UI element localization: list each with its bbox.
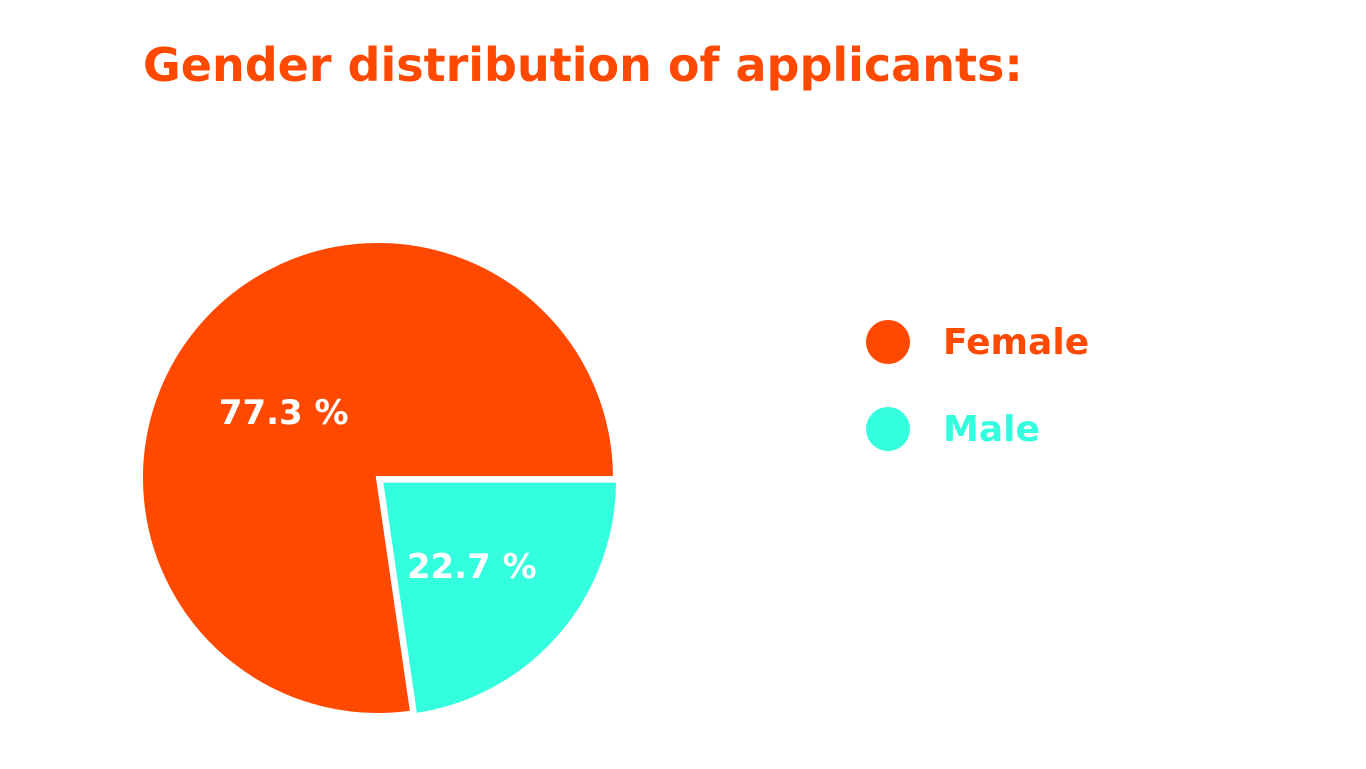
- legend: Female Male: [866, 320, 1089, 494]
- pie-slice-female: [139, 239, 618, 717]
- legend-swatch-female: [866, 320, 910, 364]
- pie-label-male: 22.7 %: [407, 547, 537, 587]
- chart-title: Gender distribution of applicants:: [143, 38, 1023, 92]
- legend-label-female: Female: [943, 321, 1090, 363]
- legend-swatch-male: [866, 407, 910, 451]
- legend-label-male: Male: [943, 408, 1040, 450]
- pie-slice-male: [378, 478, 621, 718]
- legend-item-male: Male: [866, 407, 1089, 451]
- pie-label-female: 77.3 %: [219, 393, 349, 433]
- legend-item-female: Female: [866, 320, 1089, 364]
